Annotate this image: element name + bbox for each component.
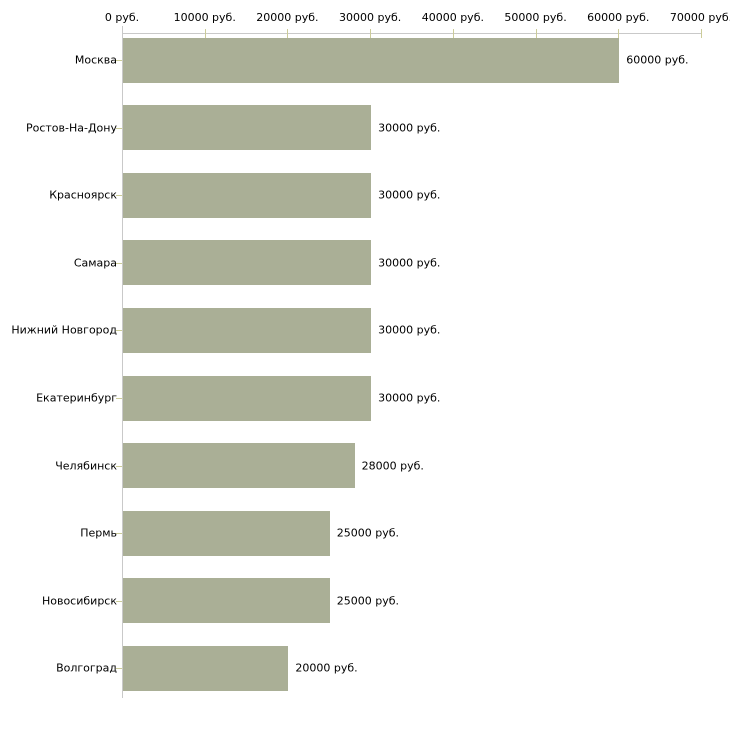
x-axis-tick-label: 30000 руб. bbox=[339, 11, 402, 24]
x-axis-line bbox=[122, 33, 701, 34]
category-label: Челябинск bbox=[55, 459, 117, 473]
value-label: 60000 руб. bbox=[626, 53, 689, 67]
bar bbox=[123, 307, 372, 353]
bar bbox=[123, 645, 289, 691]
category-label: Красноярск bbox=[49, 188, 117, 202]
value-label: 25000 руб. bbox=[336, 526, 400, 540]
x-axis-tick-mark bbox=[618, 29, 620, 38]
x-axis-tick-label: 50000 руб. bbox=[504, 11, 567, 24]
x-axis-tick-label: 70000 руб. bbox=[669, 11, 730, 24]
y-axis-tick-mark bbox=[116, 60, 122, 61]
y-axis-line bbox=[122, 26, 123, 698]
value-label: 30000 руб. bbox=[378, 323, 441, 337]
value-label: 30000 руб. bbox=[378, 188, 441, 202]
y-axis-tick-mark bbox=[116, 262, 122, 264]
x-axis-tick-label: 20000 руб. bbox=[256, 11, 319, 24]
category-label: Пермь bbox=[80, 526, 117, 540]
x-axis-tick-mark bbox=[204, 29, 206, 38]
x-axis-tick-label: 60000 руб. bbox=[587, 11, 650, 24]
y-axis-tick-mark bbox=[116, 600, 122, 602]
x-axis-tick-label: 10000 руб. bbox=[173, 11, 236, 24]
x-axis-tick-mark bbox=[287, 29, 289, 38]
value-label: 30000 руб. bbox=[378, 256, 441, 270]
value-label: 25000 руб. bbox=[336, 594, 400, 608]
y-axis-tick-mark bbox=[116, 127, 122, 129]
x-axis-tick-label: 0 руб. bbox=[104, 11, 140, 24]
value-label: 30000 руб. bbox=[378, 121, 441, 135]
category-label: Самара bbox=[73, 256, 117, 270]
x-axis-tick-mark bbox=[535, 29, 537, 38]
bar bbox=[123, 375, 372, 421]
value-label: 30000 руб. bbox=[378, 391, 441, 405]
x-axis-tick-mark bbox=[701, 29, 702, 38]
category-label: Новосибирск bbox=[41, 594, 117, 608]
bar bbox=[123, 105, 372, 151]
category-label: Москва bbox=[74, 53, 117, 67]
x-axis-tick-mark bbox=[370, 29, 372, 38]
y-axis-tick-mark bbox=[116, 465, 122, 467]
y-axis-tick-mark bbox=[116, 668, 122, 670]
value-label: 20000 руб. bbox=[295, 661, 358, 675]
bar bbox=[123, 172, 372, 218]
y-axis-tick-mark bbox=[116, 398, 122, 399]
category-label: Ростов-На-Дону bbox=[25, 121, 117, 135]
bar bbox=[123, 240, 372, 286]
value-label: 28000 руб. bbox=[361, 459, 424, 473]
x-axis-tick-label: 40000 руб. bbox=[421, 11, 484, 24]
x-axis-tick-mark bbox=[452, 29, 454, 38]
bar bbox=[123, 443, 355, 489]
bar bbox=[123, 578, 330, 624]
category-label: Екатеринбург bbox=[36, 391, 117, 405]
bar bbox=[123, 510, 330, 556]
y-axis-tick-mark bbox=[116, 195, 122, 197]
y-axis-tick-mark bbox=[116, 330, 122, 332]
category-label: Волгоград bbox=[56, 661, 117, 675]
bar bbox=[123, 37, 620, 83]
y-axis-tick-mark bbox=[116, 533, 122, 535]
category-label: Нижний Новгород bbox=[11, 323, 117, 337]
